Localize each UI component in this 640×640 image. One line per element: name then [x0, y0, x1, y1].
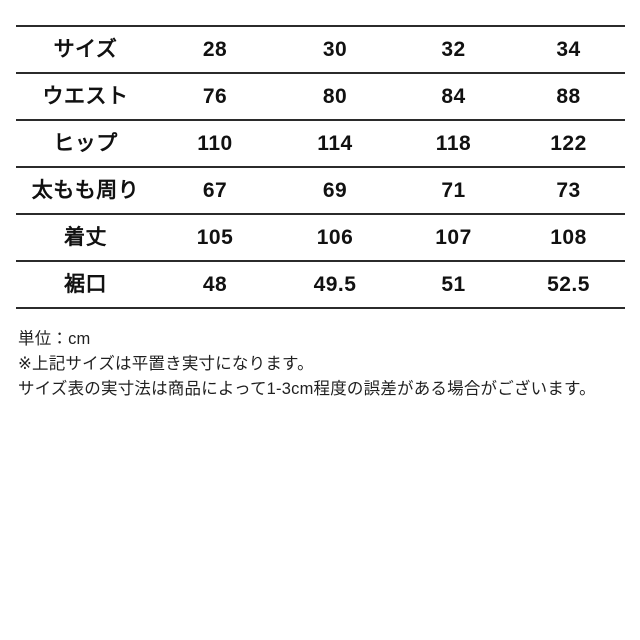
- row-header-waist: ウエスト: [16, 73, 155, 121]
- table-row: サイズ 28 30 32 34: [16, 25, 625, 74]
- row-header-size: サイズ: [16, 25, 155, 74]
- cell-length-30: 106: [275, 214, 395, 262]
- cell-thigh-32: 71: [395, 167, 512, 215]
- size-table: サイズ 28 30 32 34 ウエスト 76 80 84 88 ヒップ 110…: [16, 25, 625, 309]
- cell-size-32: 32: [395, 25, 512, 74]
- cell-waist-34: 88: [512, 73, 625, 121]
- cell-hem-28: 48: [155, 261, 275, 309]
- cell-hip-28: 110: [155, 120, 275, 168]
- cell-waist-32: 84: [395, 73, 512, 121]
- table-row: ヒップ 110 114 118 122: [16, 120, 625, 168]
- size-notes: 単位：cm ※上記サイズは平置き実寸になります。 サイズ表の実寸法は商品によって…: [18, 327, 628, 402]
- cell-hip-30: 114: [275, 120, 395, 168]
- table-row: 着丈 105 106 107 108: [16, 214, 625, 262]
- cell-hem-32: 51: [395, 261, 512, 309]
- cell-hip-34: 122: [512, 120, 625, 168]
- row-header-hem: 裾口: [16, 261, 155, 309]
- table-row: 太もも周り 67 69 71 73: [16, 167, 625, 215]
- size-table-body: サイズ 28 30 32 34 ウエスト 76 80 84 88 ヒップ 110…: [16, 25, 625, 309]
- cell-waist-28: 76: [155, 73, 275, 121]
- table-row: ウエスト 76 80 84 88: [16, 73, 625, 121]
- cell-length-34: 108: [512, 214, 625, 262]
- cell-length-32: 107: [395, 214, 512, 262]
- cell-hip-32: 118: [395, 120, 512, 168]
- table-row: 裾口 48 49.5 51 52.5: [16, 261, 625, 309]
- cell-hem-34: 52.5: [512, 261, 625, 309]
- note-unit: 単位：cm: [18, 330, 91, 348]
- cell-size-34: 34: [512, 25, 625, 74]
- note-flat-measure: ※上記サイズは平置き実寸になります。: [18, 355, 314, 373]
- cell-thigh-34: 73: [512, 167, 625, 215]
- cell-thigh-30: 69: [275, 167, 395, 215]
- note-tolerance: サイズ表の実寸法は商品によって1-3cm程度の誤差がある場合がございます。: [18, 380, 596, 398]
- row-header-length: 着丈: [16, 214, 155, 262]
- cell-waist-30: 80: [275, 73, 395, 121]
- cell-length-28: 105: [155, 214, 275, 262]
- row-header-hip: ヒップ: [16, 120, 155, 168]
- cell-size-30: 30: [275, 25, 395, 74]
- row-header-thigh: 太もも周り: [16, 167, 155, 215]
- cell-hem-30: 49.5: [275, 261, 395, 309]
- size-table-container: サイズ 28 30 32 34 ウエスト 76 80 84 88 ヒップ 110…: [16, 25, 625, 309]
- cell-thigh-28: 67: [155, 167, 275, 215]
- cell-size-28: 28: [155, 25, 275, 74]
